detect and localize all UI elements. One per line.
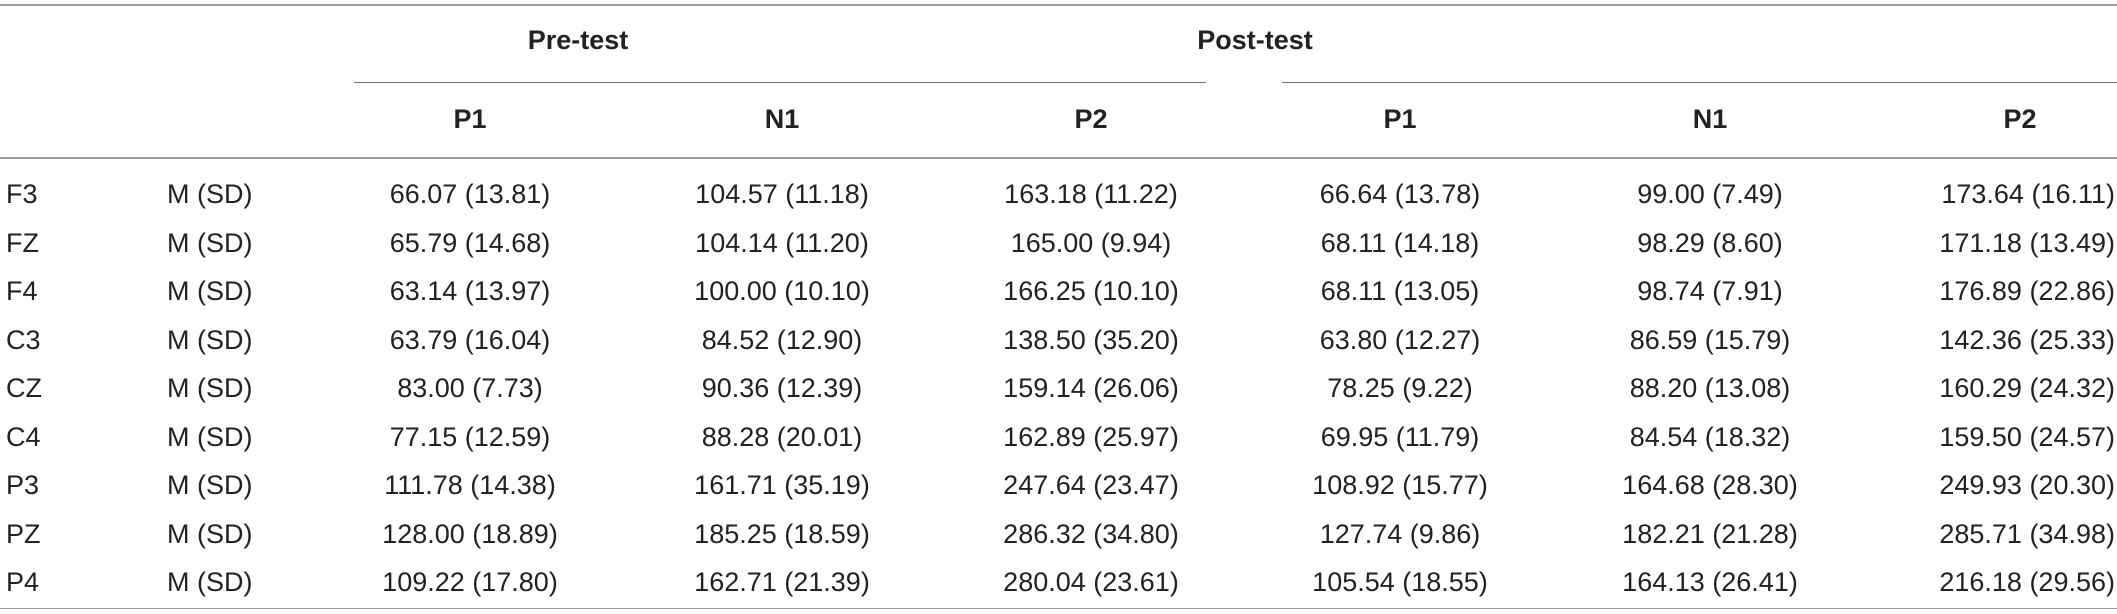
value-cell: 100.00 (10.10)	[694, 276, 870, 306]
value-cell: 142.36 (25.33)	[1939, 324, 2115, 355]
table-row: F3 M (SD) 66.07 (13.81) 104.57 (11.18) 163.1…	[0, 170, 2117, 218]
group-header-pre-test: Pre-test	[527, 25, 629, 55]
table-row: C4 M (SD) 77.15 (12.59) 88.28 (20.01) 162.89…	[0, 413, 2117, 461]
table-row: FZ M (SD) 65.79 (14.68) 104.14 (11.20) 165.0…	[0, 219, 2117, 267]
electrode-label: FZ	[6, 227, 39, 258]
electrode-label: CZ	[6, 373, 42, 403]
value-cell: 63.79 (16.04)	[389, 324, 551, 355]
value-cell: 88.28 (20.01)	[701, 421, 863, 452]
statistic-label: M (SD)	[167, 518, 253, 549]
statistic-label: M (SD)	[167, 567, 253, 597]
table-row: CZ M (SD) 83.00 (7.73) 90.36 (12.39) 159.14 …	[0, 364, 2117, 412]
table-row: PZ M (SD) 128.00 (18.89) 185.25 (18.59) 286.…	[0, 510, 2117, 558]
value-cell: 166.25 (10.10)	[1003, 276, 1179, 306]
table-top-rule	[0, 4, 2117, 6]
value-cell: 165.00 (9.94)	[1010, 227, 1172, 258]
value-cell: 162.71 (21.39)	[694, 567, 870, 597]
value-cell: 164.68 (28.30)	[1622, 470, 1798, 500]
value-cell: 249.93 (20.30)	[1939, 470, 2115, 500]
column-header-post-p1: P1	[1383, 104, 1417, 134]
value-cell: 185.25 (18.59)	[694, 518, 870, 549]
value-cell: 86.59 (15.79)	[1629, 324, 1791, 355]
value-cell: 98.29 (8.60)	[1637, 227, 1783, 258]
value-cell: 161.71 (35.19)	[694, 470, 870, 500]
value-cell: 128.00 (18.89)	[382, 518, 558, 549]
statistic-label: M (SD)	[167, 421, 253, 452]
value-cell: 65.79 (14.68)	[389, 227, 551, 258]
column-header-post-n1: N1	[1692, 104, 1728, 134]
value-cell: 68.11 (14.18)	[1320, 227, 1480, 258]
value-cell: 104.57 (11.18)	[695, 179, 869, 209]
statistic-label: M (SD)	[167, 373, 253, 403]
statistic-label: M (SD)	[167, 276, 253, 306]
statistic-label: M (SD)	[167, 470, 253, 500]
value-cell: 216.18 (29.56)	[1939, 567, 2115, 597]
table-row: P4 M (SD) 109.22 (17.80) 162.71 (21.39) 280.…	[0, 558, 2117, 606]
value-cell: 68.11 (13.05)	[1320, 276, 1480, 306]
group-header-post-test: Post-test	[1197, 25, 1313, 55]
value-cell: 173.64 (16.11)	[1941, 179, 2115, 209]
table-row: F4 M (SD) 63.14 (13.97) 100.00 (10.10) 166.2…	[0, 267, 2117, 315]
table-row: P3 M (SD) 111.78 (14.38) 161.71 (35.19) 247.…	[0, 461, 2117, 509]
value-cell: 84.52 (12.90)	[701, 324, 863, 355]
value-cell: 182.21 (21.28)	[1622, 518, 1798, 549]
value-cell: 69.95 (11.79)	[1320, 421, 1480, 452]
value-cell: 77.15 (12.59)	[389, 421, 551, 452]
value-cell: 66.64 (13.78)	[1319, 179, 1481, 209]
value-cell: 159.50 (24.57)	[1939, 421, 2115, 452]
statistic-label: M (SD)	[167, 179, 253, 209]
value-cell: 285.71 (34.98)	[1939, 518, 2115, 549]
electrode-label: P4	[6, 567, 40, 597]
electrode-label: PZ	[6, 518, 41, 549]
value-cell: 162.89 (25.97)	[1003, 421, 1179, 452]
value-cell: 88.20 (13.08)	[1629, 373, 1791, 403]
value-cell: 84.54 (18.32)	[1629, 421, 1791, 452]
table-header-rule	[0, 157, 2117, 159]
statistic-label: M (SD)	[167, 324, 253, 355]
value-cell: 171.18 (13.49)	[1939, 227, 2115, 258]
statistic-label: M (SD)	[167, 227, 253, 258]
electrode-label: C4	[6, 421, 41, 452]
value-cell: 66.07 (13.81)	[389, 179, 551, 209]
electrode-label: F3	[6, 179, 38, 209]
post-test-span-rule	[1282, 82, 2117, 83]
electrode-label: P3	[6, 470, 40, 500]
column-header-post-p2: P2	[2003, 104, 2037, 134]
value-cell: 83.00 (7.73)	[397, 373, 543, 403]
value-cell: 63.14 (13.97)	[389, 276, 551, 306]
value-cell: 160.29 (24.32)	[1939, 373, 2115, 403]
value-cell: 164.13 (26.41)	[1622, 567, 1798, 597]
value-cell: 163.18 (11.22)	[1004, 179, 1178, 209]
value-cell: 109.22 (17.80)	[382, 567, 558, 597]
value-cell: 78.25 (9.22)	[1327, 373, 1473, 403]
value-cell: 108.92 (15.77)	[1312, 470, 1488, 500]
value-cell: 104.14 (11.20)	[695, 227, 869, 258]
value-cell: 99.00 (7.49)	[1637, 179, 1783, 209]
electrode-label: C3	[6, 324, 41, 355]
value-cell: 98.74 (7.91)	[1637, 276, 1783, 306]
value-cell: 247.64 (23.47)	[1003, 470, 1179, 500]
value-cell: 286.32 (34.80)	[1003, 518, 1179, 549]
value-cell: 127.74 (9.86)	[1319, 518, 1481, 549]
table-bottom-rule	[0, 608, 2117, 609]
column-header-pre-p2: P2	[1074, 104, 1108, 134]
table-row: C3 M (SD) 63.79 (16.04) 84.52 (12.90) 138.50…	[0, 316, 2117, 364]
value-cell: 90.36 (12.39)	[701, 373, 863, 403]
electrode-label: F4	[6, 276, 38, 306]
column-header-pre-p1: P1	[453, 104, 487, 134]
value-cell: 159.14 (26.06)	[1003, 373, 1179, 403]
value-cell: 280.04 (23.61)	[1003, 567, 1179, 597]
value-cell: 105.54 (18.55)	[1312, 567, 1488, 597]
value-cell: 138.50 (35.20)	[1003, 324, 1179, 355]
column-header-pre-n1: N1	[764, 104, 800, 134]
value-cell: 176.89 (22.86)	[1939, 276, 2115, 306]
value-cell: 63.80 (12.27)	[1319, 324, 1481, 355]
pre-test-span-rule	[354, 82, 1206, 83]
value-cell: 111.78 (14.38)	[384, 470, 556, 500]
